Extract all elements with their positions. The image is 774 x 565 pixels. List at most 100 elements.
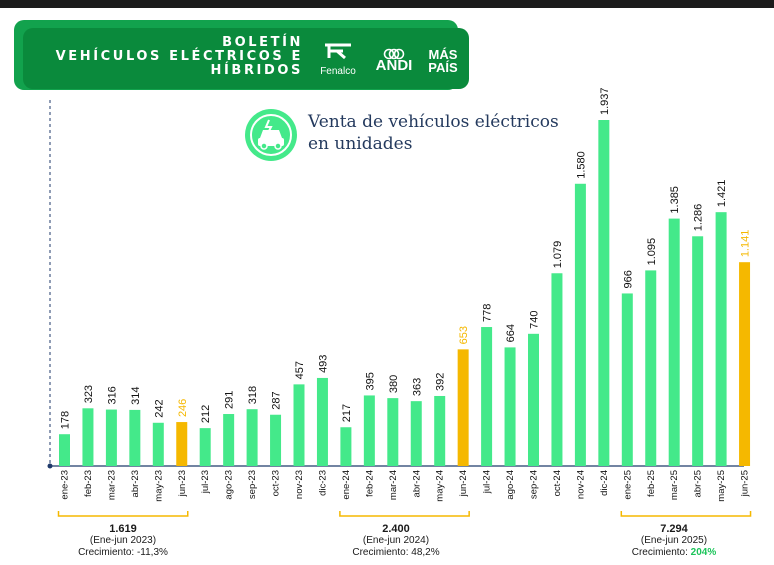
summary-bracket-1 xyxy=(339,511,470,517)
tick-label-abr-25: abr-25 xyxy=(693,470,704,497)
tick-label-jun-23: jun-23 xyxy=(177,470,188,497)
tick-label-may-24: may-24 xyxy=(435,470,446,502)
bar-jun-23 xyxy=(176,422,188,466)
mas-pais-logo-line1: MÁS xyxy=(428,47,458,62)
data-label-nov-23: 457 xyxy=(294,361,306,379)
tick-label-mar-25: mar-25 xyxy=(669,470,680,500)
data-label-may-25: 1.421 xyxy=(716,180,728,208)
bar-may-23 xyxy=(152,422,164,466)
tick-label-jul-23: jul-23 xyxy=(200,470,211,494)
tick-label-sep-23: sep-23 xyxy=(247,470,258,499)
tick-label-feb-24: feb-24 xyxy=(364,470,375,497)
tick-label-ago-23: ago-23 xyxy=(224,470,235,500)
tick-label-ene-23: ene-23 xyxy=(60,470,71,500)
tick-label-feb-23: feb-23 xyxy=(83,470,94,497)
data-label-mar-23: 316 xyxy=(106,386,118,404)
data-label-dic-23: 493 xyxy=(317,355,329,373)
data-label-mar-25: 1.385 xyxy=(669,186,681,214)
top-border xyxy=(0,0,774,8)
bar-dic-24 xyxy=(598,120,610,466)
bar-dic-23 xyxy=(316,377,328,466)
bulletin-title-line2: VEHÍCULOS ELÉCTRICOS E xyxy=(55,49,303,64)
bar-may-24 xyxy=(434,395,446,466)
tick-label-abr-24: abr-24 xyxy=(411,470,422,497)
tick-label-jun-24: jun-24 xyxy=(458,470,469,497)
data-label-abr-24: 363 xyxy=(411,378,423,396)
bar-sep-23 xyxy=(246,409,258,466)
summary-bracket-2 xyxy=(620,511,752,517)
summary-2025-growth-value: 204% xyxy=(690,547,717,558)
data-label-nov-24: 1.580 xyxy=(575,151,587,179)
data-label-ago-23: 291 xyxy=(224,391,236,409)
bar-ago-24 xyxy=(504,347,516,466)
summary-2023-growth-label: Crecimiento: xyxy=(78,547,137,558)
summary-2023: 1.619 (Ene-jun 2023) Crecimiento: -11,3% xyxy=(53,523,193,559)
tick-label-ene-25: ene-25 xyxy=(622,470,633,500)
data-label-jun-23: 246 xyxy=(177,399,189,417)
summary-2023-growth-value: -11,3% xyxy=(136,547,168,558)
summary-2023-period: (Ene-jun 2023) xyxy=(89,535,157,546)
bar-mar-23 xyxy=(105,409,117,466)
tick-label-may-23: may-23 xyxy=(153,470,164,502)
tick-label-oct-23: oct-23 xyxy=(271,470,282,496)
fenalco-logo: Fenalco xyxy=(313,42,363,77)
summary-2024-growth-value: 48,2% xyxy=(411,547,440,558)
data-label-jul-23: 212 xyxy=(200,405,212,423)
data-label-may-23: 242 xyxy=(153,399,165,417)
tick-label-ago-24: ago-24 xyxy=(505,470,516,500)
data-label-jun-25: 1.141 xyxy=(740,230,752,258)
bulletin-title-line1: BOLETÍN xyxy=(222,35,303,50)
summary-bracket-0 xyxy=(57,511,189,517)
data-label-jun-24: 653 xyxy=(458,326,470,344)
summary-2025: 7.294 (Ene-jun 2025) Crecimiento: 204% xyxy=(604,523,744,559)
summary-2025-period: (Ene-jun 2025) xyxy=(640,535,708,546)
bar-abr-23 xyxy=(129,409,141,466)
summary-2025-total: 7.294 xyxy=(660,523,688,535)
mas-pais-logo-line2: PAÍS xyxy=(428,60,458,75)
bar-ene-24 xyxy=(340,427,352,466)
bulletin-title-line3: HÍBRIDOS xyxy=(210,63,303,78)
bar-oct-23 xyxy=(270,414,282,466)
bar-jun-25 xyxy=(739,262,751,466)
tick-label-dic-24: dic-24 xyxy=(599,470,610,496)
data-label-abr-25: 1.286 xyxy=(693,204,705,232)
chart-title: Venta de vehículos eléctricos en unidade… xyxy=(308,111,608,155)
tick-label-dic-23: dic-23 xyxy=(317,470,328,496)
bar-mar-24 xyxy=(387,398,399,466)
data-label-ago-24: 664 xyxy=(505,324,517,342)
tick-label-jul-24: jul-24 xyxy=(482,470,493,494)
bar-mar-25 xyxy=(668,218,680,466)
summary-2025-growth-label: Crecimiento: xyxy=(631,547,691,558)
data-label-ene-23: 178 xyxy=(60,411,72,429)
chart-title-line1: Venta de vehículos eléctricos xyxy=(308,112,559,132)
andi-logo: ANDI xyxy=(373,48,415,74)
tick-label-nov-24: nov-24 xyxy=(575,470,586,499)
data-label-dic-24: 1.937 xyxy=(599,87,611,115)
bar-feb-23 xyxy=(82,408,94,466)
fenalco-mark-icon xyxy=(325,43,351,60)
chart-title-line2: en unidades xyxy=(308,134,413,154)
bar-ago-23 xyxy=(223,414,235,466)
summary-2024-period: (Ene-jun 2024) xyxy=(362,535,430,546)
data-label-feb-24: 395 xyxy=(364,372,376,390)
bar-feb-24 xyxy=(363,395,375,466)
data-label-jul-24: 778 xyxy=(482,304,494,322)
summary-2024-growth-label: Crecimiento: xyxy=(352,547,412,558)
bar-feb-25 xyxy=(645,270,657,466)
tick-label-jun-25: jun-25 xyxy=(740,470,751,497)
data-label-sep-24: 740 xyxy=(529,310,541,328)
data-label-ene-25: 966 xyxy=(622,270,634,288)
summary-2023-total: 1.619 xyxy=(109,523,137,535)
data-label-abr-23: 314 xyxy=(130,387,142,405)
summary-2023-growth: Crecimiento: -11,3% xyxy=(53,547,193,559)
data-label-mar-24: 380 xyxy=(388,375,400,393)
andi-logo-text: ANDI xyxy=(375,57,413,74)
electric-car-icon xyxy=(245,109,297,161)
mas-pais-logo: MÁS PAÍS xyxy=(425,48,461,74)
tick-label-ene-24: ene-24 xyxy=(341,470,352,500)
data-label-feb-23: 323 xyxy=(83,385,95,403)
bar-jun-24 xyxy=(457,349,469,466)
tick-label-feb-25: feb-25 xyxy=(646,470,657,497)
bar-jul-24 xyxy=(481,327,493,466)
